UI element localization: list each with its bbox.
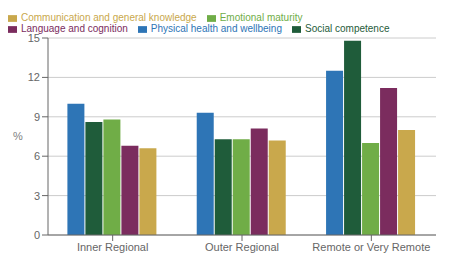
svg-text:Remote or Very Remote: Remote or Very Remote <box>312 241 430 253</box>
svg-text:9: 9 <box>34 111 40 123</box>
html-text:Emotional maturity: Emotional maturity <box>219 12 303 23</box>
svg-text:Inner Regional: Inner Regional <box>77 241 149 253</box>
svg-text:12: 12 <box>28 71 40 83</box>
svg-text:0: 0 <box>34 229 40 241</box>
html-text:Social competence: Social competence <box>305 23 390 34</box>
svg-text:Outer Regional: Outer Regional <box>205 241 279 253</box>
svg-text:%: % <box>13 130 23 142</box>
svg-text:6: 6 <box>34 150 40 162</box>
html-text:Communication and general know: Communication and general knowledge <box>21 12 197 23</box>
html-text:Physical health and wellbeing: Physical health and wellbeing <box>150 23 282 34</box>
svg-text:15: 15 <box>28 32 40 44</box>
svg-text:3: 3 <box>34 190 40 202</box>
html-text:Language and cognition: Language and cognition <box>21 23 128 34</box>
